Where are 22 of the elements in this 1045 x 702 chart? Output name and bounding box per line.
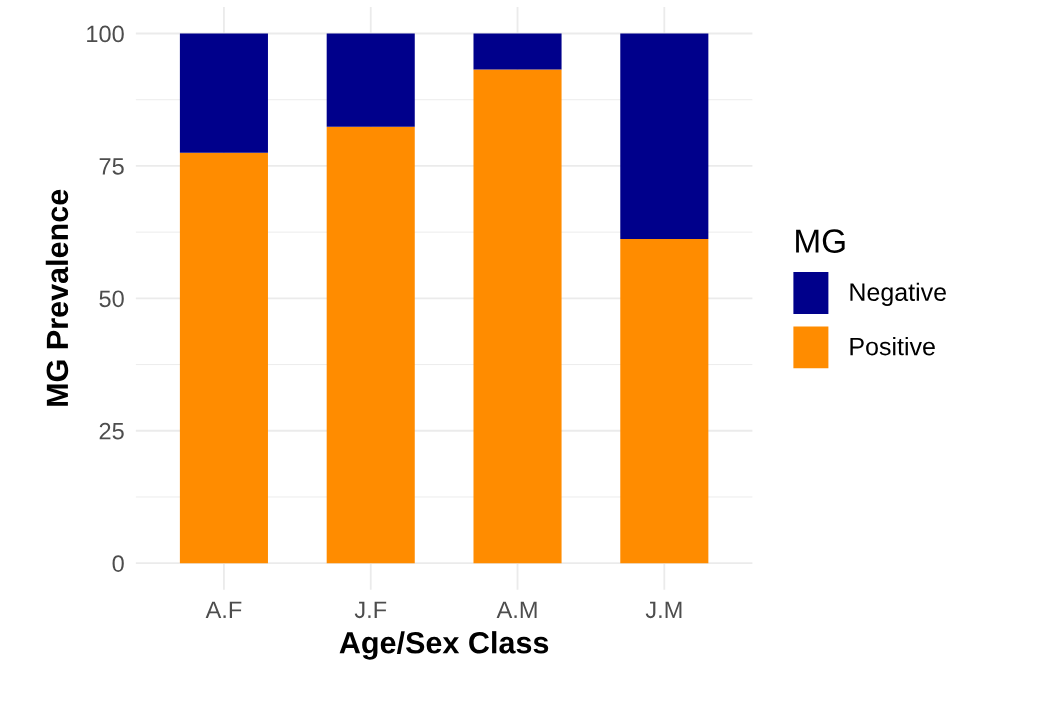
- y-tick-label: 50: [99, 290, 124, 308]
- x-tick-label: A.F: [205, 601, 242, 618]
- legend-title: MG: [796, 229, 845, 253]
- legend-label: Negative: [850, 282, 946, 306]
- bar: [620, 239, 709, 564]
- y-tick-label: 75: [99, 158, 124, 175]
- bar: [179, 33, 268, 153]
- bar: [179, 152, 268, 564]
- legend-label: Positive: [850, 337, 935, 356]
- bar: [473, 69, 562, 564]
- x-axis-title: Age/Sex Class: [339, 631, 549, 660]
- bar: [473, 33, 562, 70]
- y-axis-title: MG Prevalence: [45, 189, 69, 406]
- y-tick-label: 0: [112, 555, 124, 572]
- y-tick-label: 100: [87, 25, 124, 43]
- x-tick-label: J.F: [354, 601, 387, 619]
- bar: [326, 33, 415, 127]
- x-tick-label: A.M: [496, 601, 537, 618]
- x-tick-label: J.M: [645, 601, 682, 619]
- bar: [620, 33, 709, 240]
- bar: [326, 126, 415, 564]
- y-tick-label: 25: [99, 422, 124, 440]
